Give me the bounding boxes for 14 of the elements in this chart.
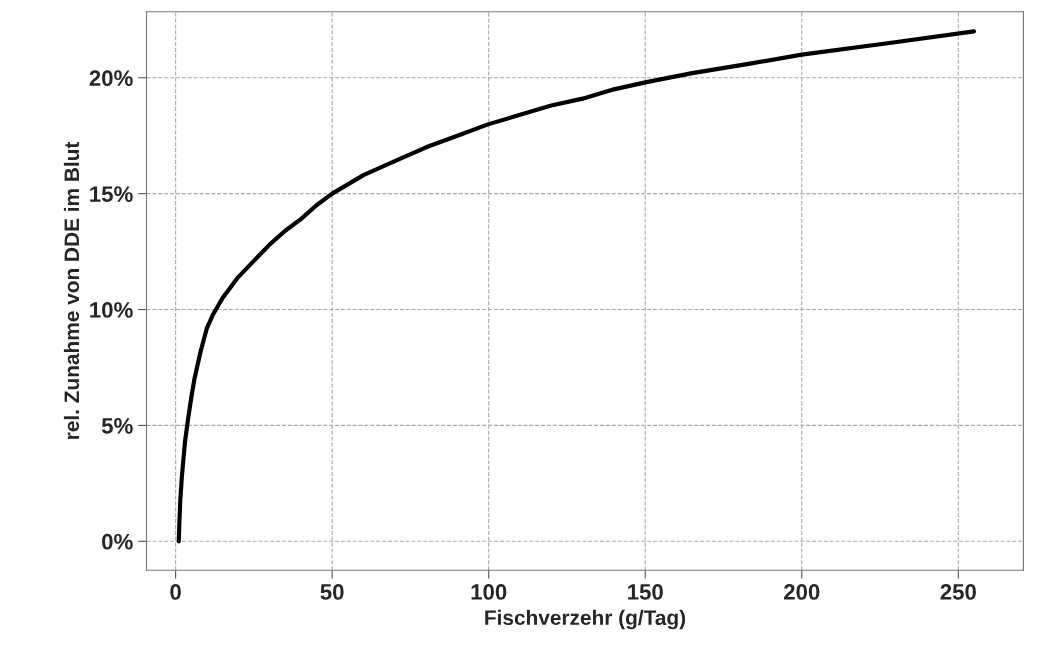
x-axis-title: Fischverzehr (g/Tag) [485, 609, 686, 630]
x-tick-label: 200 [784, 584, 820, 600]
x-tick-label: 150 [628, 584, 663, 600]
y-tick-label: 20% [89, 70, 133, 87]
y-tick-label: 15% [90, 186, 133, 202]
y-tick-label: 5% [101, 418, 133, 434]
line-series [176, 29, 977, 544]
y-tick-label: 10% [90, 302, 133, 318]
x-tick-label: 100 [471, 584, 507, 600]
y-axis-title: rel. Zunahme von DDE im Blut [63, 141, 80, 439]
x-tick-label: 250 [940, 584, 976, 600]
y-tick-label: 0% [102, 533, 133, 550]
x-tick-label: 50 [320, 584, 344, 600]
x-tick-label: 0 [170, 584, 181, 600]
